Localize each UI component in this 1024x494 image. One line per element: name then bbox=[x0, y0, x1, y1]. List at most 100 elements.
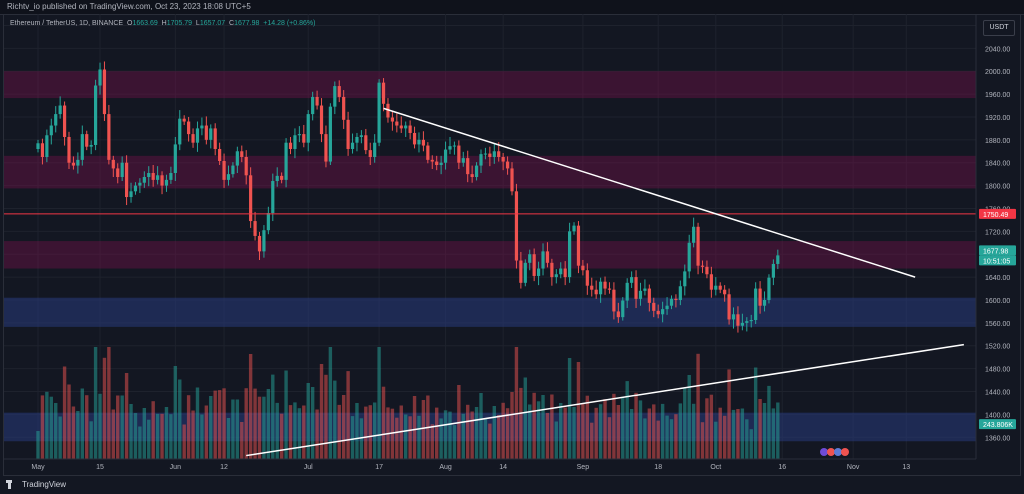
volume-bar bbox=[488, 423, 492, 459]
candle-body bbox=[359, 135, 363, 137]
price-tick-label: 2000.00 bbox=[985, 69, 1010, 76]
candle-body bbox=[346, 119, 350, 149]
volume-bar bbox=[559, 403, 563, 459]
volume-bar bbox=[705, 398, 709, 459]
volume-bar bbox=[412, 396, 417, 459]
volume-bar bbox=[222, 388, 226, 459]
price-tick-label: 1560.00 bbox=[985, 321, 1010, 328]
candle-body bbox=[266, 213, 270, 231]
volume-bar bbox=[279, 413, 284, 459]
time-tick-label: 12 bbox=[220, 464, 228, 471]
volume-bar bbox=[563, 407, 567, 459]
candle-body bbox=[536, 268, 541, 276]
candle-body bbox=[519, 260, 523, 283]
volume-bar bbox=[45, 391, 49, 459]
volume-bar bbox=[656, 420, 660, 459]
candle-body bbox=[740, 322, 744, 326]
volume-bar bbox=[621, 396, 625, 459]
volume-bar bbox=[62, 366, 67, 459]
volume-bar bbox=[758, 399, 762, 459]
candle-body bbox=[275, 175, 279, 182]
volume-bar bbox=[120, 395, 124, 459]
volume-bar bbox=[377, 347, 381, 459]
volume-bar bbox=[594, 407, 598, 459]
volume-bar bbox=[470, 411, 474, 459]
chart-frame[interactable] bbox=[3, 14, 1021, 476]
volume-bar bbox=[505, 408, 510, 459]
price-axis[interactable]: 2080.002040.002000.001960.001920.001880.… bbox=[975, 14, 1016, 459]
candle-body bbox=[665, 305, 669, 310]
tradingview-logo[interactable]: TradingView bbox=[6, 480, 66, 489]
price-tick-label: 1360.00 bbox=[985, 435, 1010, 442]
ascending-trendline bbox=[246, 343, 964, 457]
volume-bar bbox=[745, 419, 749, 459]
event-icon-1[interactable] bbox=[820, 448, 828, 456]
currency-selector[interactable]: USDT bbox=[983, 20, 1015, 36]
candle-body bbox=[235, 151, 239, 166]
volume-bar bbox=[253, 388, 257, 459]
volume-bar bbox=[519, 387, 523, 459]
candle-body bbox=[745, 321, 749, 323]
candle-body bbox=[554, 274, 558, 278]
volume-bar bbox=[235, 399, 240, 459]
price-tick-label: 1720.00 bbox=[985, 229, 1010, 236]
volume-bar bbox=[408, 416, 412, 459]
candle-body bbox=[754, 288, 758, 321]
volume-bar bbox=[80, 388, 84, 459]
candle-body bbox=[368, 150, 372, 157]
candle-body bbox=[634, 277, 638, 299]
volume-bar bbox=[740, 408, 745, 459]
event-icons[interactable] bbox=[820, 448, 849, 456]
volume-bar bbox=[550, 394, 554, 459]
close-label: C bbox=[229, 20, 235, 27]
volume-bar bbox=[696, 353, 700, 459]
candle-body bbox=[678, 286, 682, 300]
candle-body bbox=[169, 173, 173, 180]
time-tick-label: Aug bbox=[439, 464, 452, 471]
time-axis[interactable]: May 15 Jun 12 Jul 17 Aug 14 Sep 18 Oct 16 Nov 13 bbox=[4, 458, 976, 471]
candle-body bbox=[302, 134, 306, 143]
candle-body bbox=[412, 132, 417, 145]
candle-body bbox=[226, 174, 231, 180]
event-icon-4[interactable] bbox=[841, 448, 849, 456]
volume-bar bbox=[49, 396, 53, 459]
volume-bar bbox=[727, 369, 731, 459]
candle-body bbox=[709, 274, 713, 290]
candle-body bbox=[590, 285, 594, 290]
open-label: O bbox=[126, 20, 133, 27]
candle-body bbox=[315, 96, 319, 106]
tradingview-icon bbox=[6, 480, 18, 489]
high-value: 1705.79 bbox=[166, 20, 193, 27]
candle-body bbox=[93, 85, 98, 145]
volume-bar bbox=[643, 418, 647, 459]
volume-bar bbox=[762, 403, 767, 459]
volume-bar bbox=[155, 413, 160, 459]
candle-body bbox=[497, 151, 501, 157]
volume-bar bbox=[178, 379, 182, 459]
candle-body bbox=[209, 128, 213, 140]
event-icon-3[interactable] bbox=[834, 448, 842, 456]
candle-body bbox=[714, 285, 718, 290]
volume-bar bbox=[288, 405, 293, 459]
candle-body bbox=[559, 268, 563, 275]
volume-bar bbox=[355, 403, 359, 459]
price-tick-label: 1800.00 bbox=[985, 184, 1010, 191]
volume-bar bbox=[634, 392, 638, 459]
volume-bar bbox=[497, 415, 501, 459]
volume-bar bbox=[652, 404, 656, 459]
price-tick-label: 2040.00 bbox=[985, 46, 1010, 53]
candle-body bbox=[191, 134, 195, 143]
candle-body bbox=[40, 143, 45, 157]
candle-body bbox=[284, 142, 288, 180]
volume-bar bbox=[443, 410, 448, 459]
volume-bar bbox=[612, 393, 616, 459]
descending-trendline bbox=[383, 107, 916, 278]
event-icon-2[interactable] bbox=[827, 448, 835, 456]
candle-body bbox=[85, 134, 89, 147]
drawn-lines[interactable] bbox=[4, 107, 976, 457]
volume-bar bbox=[111, 409, 116, 459]
candle-body bbox=[705, 266, 709, 275]
volume-bar bbox=[510, 392, 514, 459]
candle-body bbox=[187, 121, 191, 135]
